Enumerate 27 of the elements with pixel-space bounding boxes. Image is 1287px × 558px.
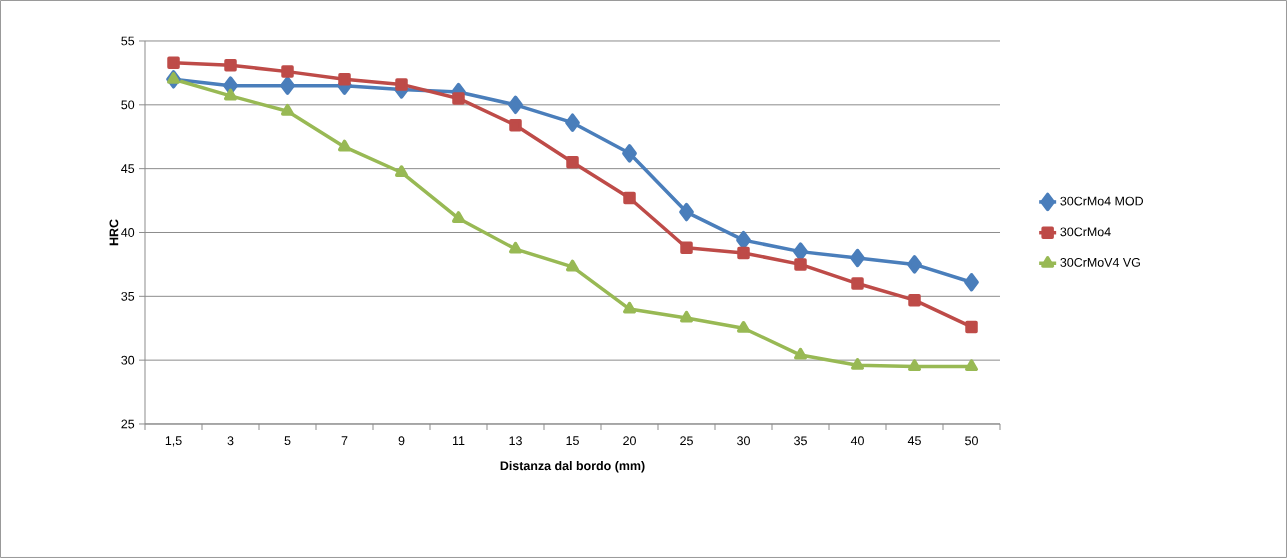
y-tick-label: 25	[121, 419, 135, 429]
x-tick-label: 9	[398, 436, 405, 446]
x-tick-label: 5	[284, 436, 291, 446]
y-tick-label: 35	[121, 291, 135, 301]
legend-label: 30CrMo4 MOD	[1060, 196, 1144, 206]
y-tick-label: 40	[121, 228, 135, 237]
y-axis-title: HRC	[109, 219, 119, 246]
y-tick-label: 50	[121, 100, 135, 110]
y-tick-label: 55	[121, 36, 135, 46]
y-tick-label: 45	[121, 164, 135, 173]
x-tick-label: 3	[227, 436, 234, 446]
x-tick-label: 13	[509, 436, 522, 446]
x-tick-label: 1,5	[165, 436, 182, 447]
y-tick-label: 30	[121, 355, 135, 365]
x-tick-label: 20	[623, 436, 636, 446]
x-tick-label: 35	[794, 436, 807, 446]
legend-label: 30CrMo4	[1060, 227, 1111, 237]
x-tick-label: 40	[850, 436, 864, 446]
x-tick-label: 45	[907, 436, 921, 446]
x-tick-label: 30	[737, 436, 750, 446]
x-tick-label: 15	[566, 436, 579, 446]
x-tick-label: 25	[680, 436, 693, 446]
x-tick-label: 50	[965, 436, 978, 446]
x-tick-label: 7	[341, 436, 348, 445]
legend-label: 30CrMoV4 VG	[1060, 257, 1140, 267]
x-tick-label: 11	[453, 436, 465, 445]
x-axis-title: Distanza dal bordo (mm)	[500, 460, 645, 473]
